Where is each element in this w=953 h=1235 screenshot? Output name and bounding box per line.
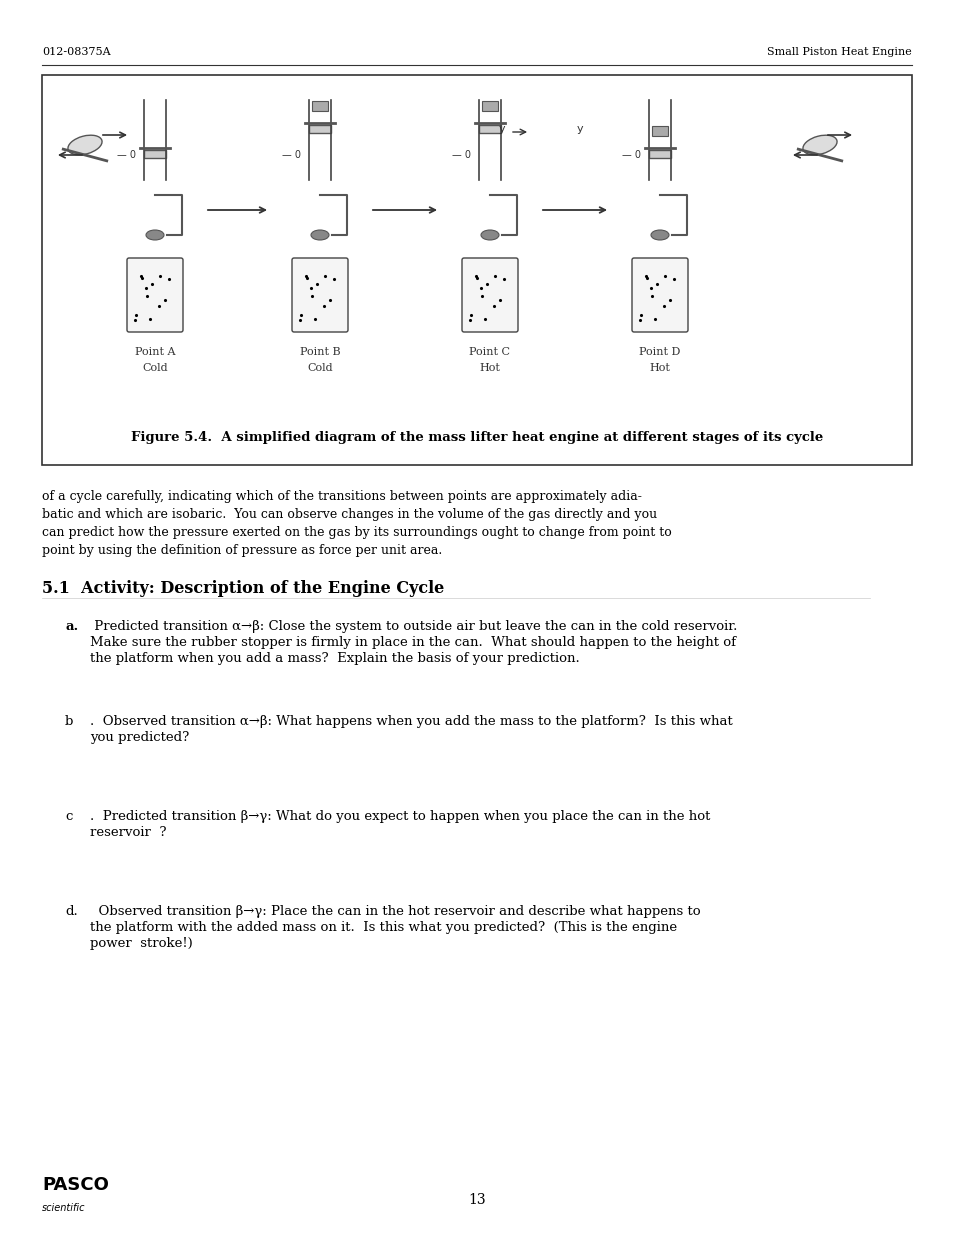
FancyBboxPatch shape: [312, 101, 328, 111]
Text: y: y: [576, 124, 582, 135]
Text: .  Observed transition α→β: What happens when you add the mass to the platform? : . Observed transition α→β: What happens …: [90, 715, 732, 727]
Text: — 0: — 0: [621, 149, 640, 161]
Text: Point B: Point B: [299, 347, 340, 357]
Text: PASCO: PASCO: [42, 1176, 109, 1194]
Text: c: c: [65, 810, 72, 823]
Text: the platform with the added mass on it.  Is this what you predicted?  (This is t: the platform with the added mass on it. …: [90, 921, 677, 934]
Text: y: y: [498, 124, 505, 135]
Ellipse shape: [480, 230, 498, 240]
Text: d.: d.: [65, 905, 77, 918]
Text: batic and which are isobaric.  You can observe changes in the volume of the gas : batic and which are isobaric. You can ob…: [42, 508, 657, 521]
Text: the platform when you add a mass?  Explain the basis of your prediction.: the platform when you add a mass? Explai…: [90, 652, 579, 664]
FancyBboxPatch shape: [309, 125, 331, 133]
Text: scientific: scientific: [42, 1203, 86, 1213]
Text: .  Predicted transition β→γ: What do you expect to happen when you place the can: . Predicted transition β→γ: What do you …: [90, 810, 710, 823]
Text: of a cycle carefully, indicating which of the transitions between points are app: of a cycle carefully, indicating which o…: [42, 490, 641, 503]
Text: Hot: Hot: [649, 363, 670, 373]
FancyBboxPatch shape: [648, 149, 670, 158]
Text: 012-08375A: 012-08375A: [42, 47, 111, 57]
Text: — 0: — 0: [117, 149, 136, 161]
Text: point by using the definition of pressure as force per unit area.: point by using the definition of pressur…: [42, 543, 442, 557]
Text: Point D: Point D: [639, 347, 680, 357]
Ellipse shape: [650, 230, 668, 240]
Ellipse shape: [146, 230, 164, 240]
Text: — 0: — 0: [282, 149, 301, 161]
Text: Cold: Cold: [307, 363, 333, 373]
Ellipse shape: [311, 230, 329, 240]
Ellipse shape: [68, 135, 102, 154]
Text: can predict how the pressure exerted on the gas by its surroundings ought to cha: can predict how the pressure exerted on …: [42, 526, 671, 538]
Text: Small Piston Heat Engine: Small Piston Heat Engine: [766, 47, 911, 57]
FancyBboxPatch shape: [127, 258, 183, 332]
Text: Figure 5.4.  A simplified diagram of the mass lifter heat engine at different st: Figure 5.4. A simplified diagram of the …: [131, 431, 822, 443]
FancyBboxPatch shape: [461, 258, 517, 332]
Text: 5.1  Activity: Description of the Engine Cycle: 5.1 Activity: Description of the Engine …: [42, 580, 444, 597]
Text: Hot: Hot: [479, 363, 500, 373]
Text: 13: 13: [468, 1193, 485, 1207]
FancyBboxPatch shape: [478, 125, 500, 133]
Ellipse shape: [802, 135, 836, 154]
FancyBboxPatch shape: [292, 258, 348, 332]
FancyBboxPatch shape: [651, 126, 667, 136]
Text: b: b: [65, 715, 73, 727]
Text: Make sure the rubber stopper is firmly in place in the can.  What should happen : Make sure the rubber stopper is firmly i…: [90, 636, 735, 650]
Text: Predicted transition α→β: Close the system to outside air but leave the can in t: Predicted transition α→β: Close the syst…: [90, 620, 737, 634]
Text: Point A: Point A: [134, 347, 175, 357]
Text: reservoir  ?: reservoir ?: [90, 826, 167, 839]
Text: a.: a.: [65, 620, 78, 634]
Text: you predicted?: you predicted?: [90, 731, 189, 743]
Text: Observed transition β→γ: Place the can in the hot reservoir and describe what ha: Observed transition β→γ: Place the can i…: [90, 905, 700, 918]
Text: — 0: — 0: [452, 149, 471, 161]
FancyBboxPatch shape: [42, 75, 911, 466]
FancyBboxPatch shape: [631, 258, 687, 332]
Text: power  stroke!): power stroke!): [90, 937, 193, 950]
FancyBboxPatch shape: [144, 149, 166, 158]
FancyBboxPatch shape: [481, 101, 497, 111]
Text: Cold: Cold: [142, 363, 168, 373]
Text: Point C: Point C: [469, 347, 510, 357]
